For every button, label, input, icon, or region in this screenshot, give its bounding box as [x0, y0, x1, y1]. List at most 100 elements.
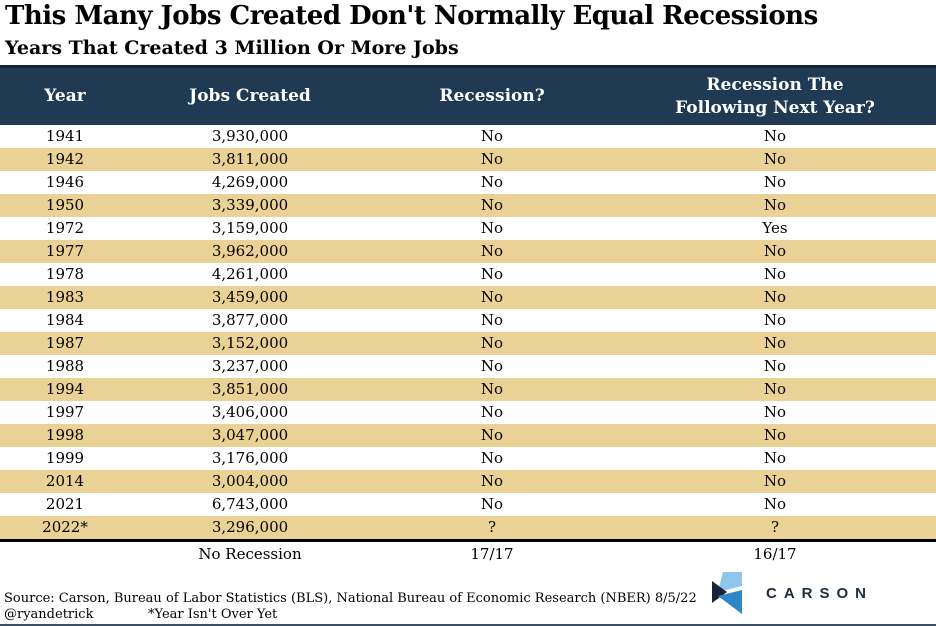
year-cell: 1999: [45, 449, 85, 467]
recession-following-cell: No: [763, 242, 787, 260]
summary-year-cell: [0, 542, 130, 566]
source-text: Source: Carson, Bureau of Labor Statisti…: [4, 591, 697, 606]
recession-cell: No: [480, 219, 504, 237]
column-header-recession: Recession?: [439, 86, 545, 107]
table-row: 1983 3,459,000 No No: [0, 286, 936, 309]
jobs-table: Year Jobs Created Recession? Recession T…: [0, 65, 936, 566]
column-header-jobs-created: Jobs Created: [189, 86, 311, 107]
recession-cell: No: [480, 127, 504, 145]
page-subtitle: Years That Created 3 Million Or More Job…: [5, 37, 459, 59]
recession-cell: No: [480, 357, 504, 375]
jobs-created-cell: 3,004,000: [211, 472, 289, 490]
recession-following-cell: No: [763, 380, 787, 398]
recession-cell: No: [480, 403, 504, 421]
recession-cell: No: [480, 150, 504, 168]
recession-cell: No: [480, 449, 504, 467]
recession-cell: No: [480, 334, 504, 352]
jobs-created-cell: 3,811,000: [211, 150, 289, 168]
year-cell: 2022*: [42, 518, 88, 536]
table-row: 1978 4,261,000 No No: [0, 263, 936, 286]
recession-following-cell: No: [763, 472, 787, 490]
recession-following-cell: No: [763, 265, 787, 283]
table-row: 2021 6,743,000 No No: [0, 493, 936, 516]
recession-following-cell: No: [763, 357, 787, 375]
jobs-created-cell: 3,237,000: [211, 357, 289, 375]
year-cell: 1942: [45, 150, 85, 168]
table-row: 1994 3,851,000 No No: [0, 378, 936, 401]
carson-logo-text: CARSON: [766, 585, 874, 602]
jobs-created-cell: 4,261,000: [211, 265, 289, 283]
jobs-created-cell: 3,459,000: [211, 288, 289, 306]
table-row: 1946 4,269,000 No No: [0, 171, 936, 194]
jobs-created-cell: 3,152,000: [211, 334, 289, 352]
recession-following-cell: No: [763, 449, 787, 467]
recession-following-cell: No: [763, 495, 787, 513]
footnote: *Year Isn't Over Yet: [148, 607, 278, 622]
summary-jobs-cell: No Recession: [198, 545, 302, 563]
table-row: 1984 3,877,000 No No: [0, 309, 936, 332]
table-row: 2022* 3,296,000 ? ?: [0, 516, 936, 539]
recession-following-cell: No: [763, 288, 787, 306]
table-row: 1998 3,047,000 No No: [0, 424, 936, 447]
bottom-border: [0, 624, 936, 626]
jobs-created-cell: 3,877,000: [211, 311, 289, 329]
recession-following-cell: No: [763, 403, 787, 421]
recession-following-cell: ?: [770, 518, 780, 536]
table-row: 1987 3,152,000 No No: [0, 332, 936, 355]
recession-following-cell: No: [763, 311, 787, 329]
year-cell: 2014: [45, 472, 85, 490]
recession-following-cell: No: [763, 150, 787, 168]
jobs-created-cell: 3,406,000: [211, 403, 289, 421]
table-row: 1942 3,811,000 No No: [0, 148, 936, 171]
recession-cell: No: [480, 288, 504, 306]
year-cell: 1987: [45, 334, 85, 352]
jobs-created-cell: 3,851,000: [211, 380, 289, 398]
recession-following-cell: No: [763, 334, 787, 352]
jobs-created-cell: 3,047,000: [211, 426, 289, 444]
jobs-created-cell: 4,269,000: [211, 173, 289, 191]
jobs-created-cell: 6,743,000: [211, 495, 289, 513]
recession-cell: ?: [487, 518, 497, 536]
recession-cell: No: [480, 265, 504, 283]
recession-cell: No: [480, 495, 504, 513]
recession-cell: No: [480, 173, 504, 191]
year-cell: 1950: [45, 196, 85, 214]
table-row: 1997 3,406,000 No No: [0, 401, 936, 424]
year-cell: 1977: [45, 242, 85, 260]
jobs-created-cell: 3,339,000: [211, 196, 289, 214]
table-row: 1988 3,237,000 No No: [0, 355, 936, 378]
recession-following-cell: No: [763, 127, 787, 145]
table-row: 2014 3,004,000 No No: [0, 470, 936, 493]
year-cell: 1994: [45, 380, 85, 398]
table-body: 1941 3,930,000 No No 1942 3,811,000 No N…: [0, 125, 936, 539]
table-summary-row: No Recession 17/17 16/17: [0, 539, 936, 566]
year-cell: 1988: [45, 357, 85, 375]
year-cell: 1946: [45, 173, 85, 191]
table-row: 1941 3,930,000 No No: [0, 125, 936, 148]
jobs-created-cell: 3,962,000: [211, 242, 289, 260]
year-cell: 1941: [45, 127, 85, 145]
recession-cell: No: [480, 426, 504, 444]
carson-logo: CARSON: [712, 572, 912, 618]
recession-cell: No: [480, 380, 504, 398]
carson-logo-icon: [712, 572, 742, 614]
year-cell: 1998: [45, 426, 85, 444]
page-title: This Many Jobs Created Don't Normally Eq…: [5, 1, 818, 31]
recession-cell: No: [480, 196, 504, 214]
jobs-created-cell: 3,159,000: [211, 219, 289, 237]
year-cell: 2021: [45, 495, 85, 513]
year-cell: 1972: [45, 219, 85, 237]
table-row: 1972 3,159,000 No Yes: [0, 217, 936, 240]
recession-cell: No: [480, 472, 504, 490]
table-header-row: Year Jobs Created Recession? Recession T…: [0, 65, 936, 125]
recession-following-cell: No: [763, 196, 787, 214]
recession-cell: No: [480, 242, 504, 260]
jobs-created-cell: 3,296,000: [211, 518, 289, 536]
recession-cell: No: [480, 311, 504, 329]
column-header-recession-following: Recession The Following Next Year?: [675, 75, 875, 118]
year-cell: 1978: [45, 265, 85, 283]
summary-recession-cell: 17/17: [470, 545, 514, 563]
year-cell: 1984: [45, 311, 85, 329]
table-row: 1977 3,962,000 No No: [0, 240, 936, 263]
